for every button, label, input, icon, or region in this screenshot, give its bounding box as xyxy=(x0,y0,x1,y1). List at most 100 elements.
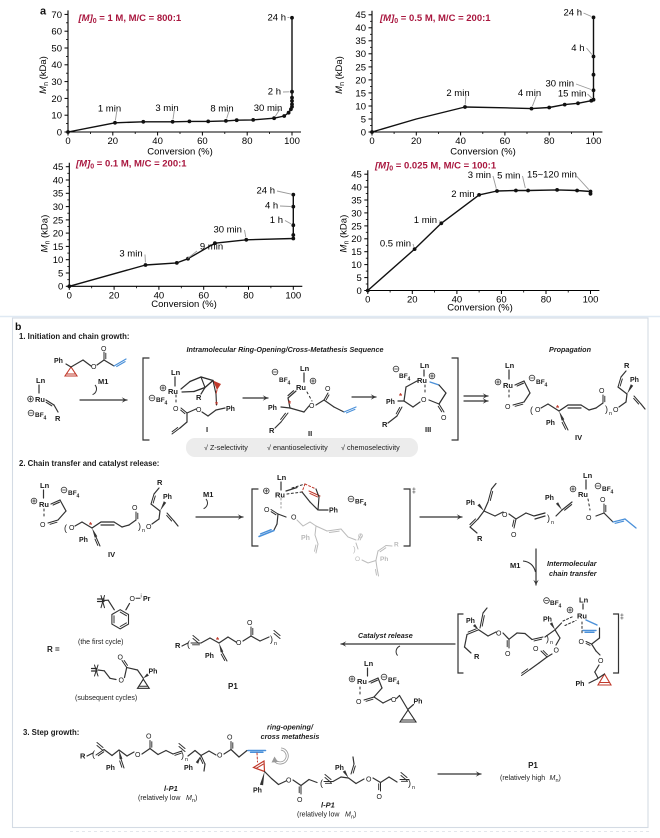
svg-text:O: O xyxy=(247,620,253,627)
svg-text:30: 30 xyxy=(355,49,366,60)
svg-text:BF: BF xyxy=(550,600,559,607)
svg-text:BF: BF xyxy=(388,677,397,684)
svg-text:80: 80 xyxy=(541,295,552,306)
svg-text:BF: BF xyxy=(68,490,77,497)
svg-text:30 min: 30 min xyxy=(254,103,283,114)
svg-text:15: 15 xyxy=(355,88,366,99)
svg-text:b: b xyxy=(15,321,21,333)
svg-text:Ru: Ru xyxy=(296,383,306,392)
svg-text:4: 4 xyxy=(288,381,291,387)
svg-text:Intermolecular: Intermolecular xyxy=(547,559,598,568)
svg-text:4: 4 xyxy=(408,377,411,383)
svg-text:Ru: Ru xyxy=(168,387,178,396)
svg-text:O: O xyxy=(146,524,152,531)
svg-text:40: 40 xyxy=(455,136,466,147)
svg-text:l-P1: l-P1 xyxy=(164,784,178,793)
svg-text:O: O xyxy=(586,515,592,522)
svg-text:n: n xyxy=(412,785,415,791)
svg-text:O: O xyxy=(135,752,141,759)
svg-text:IV: IV xyxy=(108,550,115,559)
svg-text:R: R xyxy=(157,478,163,487)
svg-text:O: O xyxy=(132,505,138,512)
svg-text:2. Chain transfer and catalyst: 2. Chain transfer and catalyst release: xyxy=(19,459,159,468)
svg-text:Conversion (%): Conversion (%) xyxy=(147,147,212,158)
svg-text:Ph: Ph xyxy=(163,494,172,501)
svg-text:Ru: Ru xyxy=(39,500,49,509)
svg-text:O: O xyxy=(101,346,107,353)
svg-text:Ph: Ph xyxy=(546,420,555,427)
svg-text:Ln: Ln xyxy=(277,473,287,482)
svg-text:40: 40 xyxy=(51,60,62,71)
svg-text:0: 0 xyxy=(357,286,362,297)
svg-text:O: O xyxy=(391,697,397,704)
svg-text:25: 25 xyxy=(355,62,366,73)
svg-text:O: O xyxy=(309,403,315,410)
svg-text:l-P1: l-P1 xyxy=(321,801,335,810)
svg-text:4: 4 xyxy=(165,401,168,407)
svg-text:45: 45 xyxy=(355,10,366,21)
svg-text:20: 20 xyxy=(351,234,362,245)
svg-text:O: O xyxy=(441,415,447,422)
svg-text:[M]0 = 1 M, M/C = 800:1: [M]0 = 1 M, M/C = 800:1 xyxy=(78,13,182,25)
svg-text:O: O xyxy=(217,753,223,760)
svg-text:Ph: Ph xyxy=(54,358,63,365)
svg-text:40: 40 xyxy=(154,291,165,302)
svg-text:O: O xyxy=(291,515,297,522)
svg-text:0: 0 xyxy=(58,282,63,293)
svg-text:25: 25 xyxy=(53,215,64,226)
svg-text:(relatively low: (relatively low xyxy=(138,795,181,802)
svg-text:O: O xyxy=(69,525,75,532)
svg-text:Ph: Ph xyxy=(386,399,395,406)
svg-text:O: O xyxy=(496,631,502,638)
svg-text:R: R xyxy=(394,542,399,549)
svg-text:n: n xyxy=(609,411,612,417)
svg-text:Ph: Ph xyxy=(301,535,310,542)
svg-text:100: 100 xyxy=(586,136,602,147)
svg-text:100: 100 xyxy=(284,136,300,147)
svg-text:Ru: Ru xyxy=(417,376,427,385)
svg-text:40: 40 xyxy=(152,136,163,147)
svg-text:Ph: Ph xyxy=(79,537,88,544)
svg-text:II: II xyxy=(308,429,312,438)
svg-text:(: ( xyxy=(92,749,95,759)
svg-text:Ph: Ph xyxy=(466,500,475,507)
svg-text:M: M xyxy=(550,775,556,782)
svg-text:): ) xyxy=(559,775,561,782)
svg-text:30 min: 30 min xyxy=(545,78,574,89)
svg-text:‡: ‡ xyxy=(620,614,624,621)
svg-text:O: O xyxy=(377,794,383,801)
svg-text:5 min: 5 min xyxy=(497,170,520,181)
svg-text:[M]0 = 0.025 M, M/C = 100:1: [M]0 = 0.025 M, M/C = 100:1 xyxy=(374,161,497,173)
svg-text:R: R xyxy=(80,752,86,761)
svg-text:4: 4 xyxy=(364,502,367,508)
svg-text:2 min: 2 min xyxy=(446,88,469,99)
svg-text:60: 60 xyxy=(198,291,209,302)
svg-text:R: R xyxy=(175,641,181,650)
svg-text:O: O xyxy=(600,497,606,504)
svg-text:5: 5 xyxy=(58,268,63,279)
svg-text:P1: P1 xyxy=(528,761,538,770)
svg-text:M: M xyxy=(345,812,351,819)
svg-text:*: * xyxy=(399,392,403,401)
svg-text:R: R xyxy=(269,426,275,435)
svg-text:Ph: Ph xyxy=(576,681,585,688)
svg-text:Pr: Pr xyxy=(143,596,151,603)
svg-text:BF: BF xyxy=(156,397,165,404)
svg-text:): ) xyxy=(353,545,356,554)
svg-text:Mn (kDa): Mn (kDa) xyxy=(40,215,52,253)
svg-text:Conversion (%): Conversion (%) xyxy=(450,147,515,158)
svg-text:0: 0 xyxy=(369,136,374,147)
svg-text:O: O xyxy=(286,778,292,785)
svg-text:Ru: Ru xyxy=(503,381,513,390)
svg-text:R: R xyxy=(55,414,61,423)
svg-text:1 h: 1 h xyxy=(270,215,283,226)
svg-text:O: O xyxy=(356,699,362,706)
svg-text:n: n xyxy=(550,640,553,646)
svg-text:35: 35 xyxy=(351,195,362,206)
svg-text:O: O xyxy=(613,407,619,414)
svg-text:15 min: 15 min xyxy=(558,88,587,99)
svg-text:20: 20 xyxy=(407,295,418,306)
svg-text:): ) xyxy=(354,812,356,819)
svg-text:O: O xyxy=(535,407,541,414)
svg-text:n: n xyxy=(142,528,145,534)
